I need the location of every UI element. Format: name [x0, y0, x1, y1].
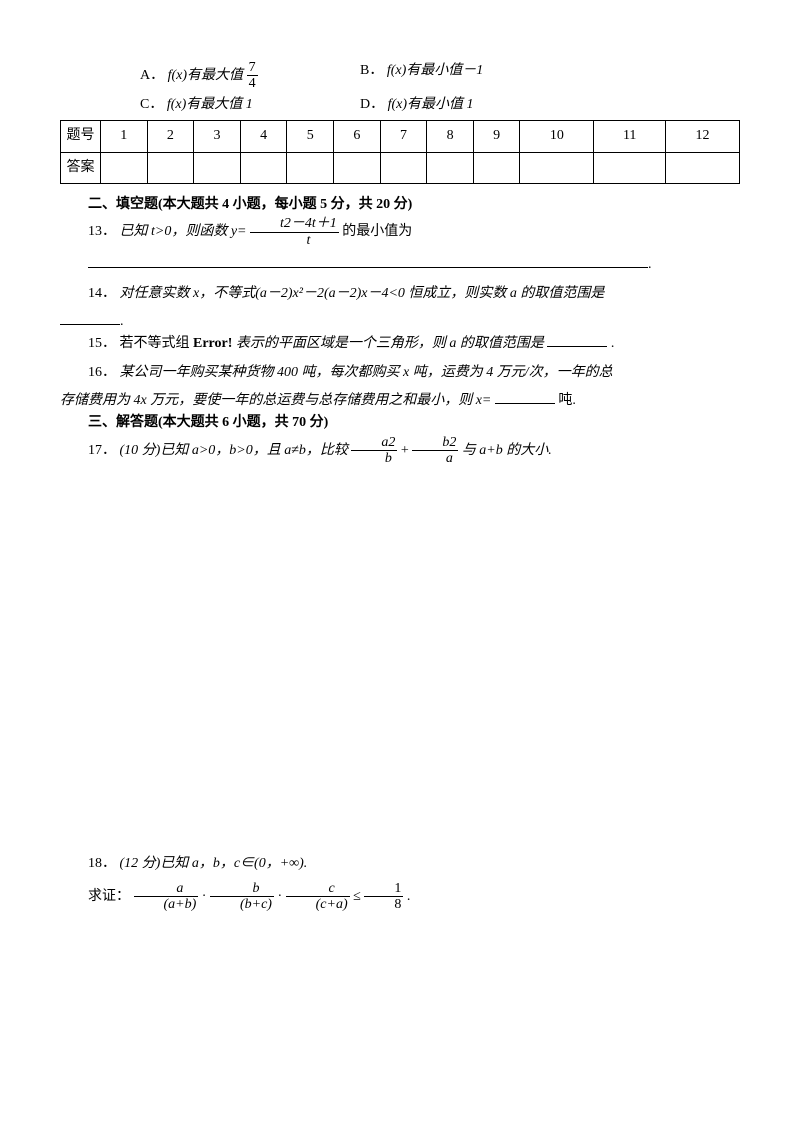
q18-frac2: b (b+c)	[210, 881, 274, 913]
blank-line	[60, 311, 120, 325]
q15-post: 表示的平面区域是一个三角形，则 a 的取值范围是	[236, 336, 544, 351]
q16-num: 16．	[88, 365, 116, 380]
period: .	[648, 257, 652, 272]
choice-a-label: A．	[140, 68, 164, 83]
col-header: 7	[380, 121, 427, 152]
choice-row-2: C． f(x)有最大值 1 D． f(x)有最小值 1	[140, 94, 740, 116]
table-row: 答案	[61, 152, 740, 183]
q16-end: 吨.	[558, 393, 576, 408]
dot: ·	[202, 889, 207, 904]
period: .	[407, 889, 411, 904]
choice-d-text: f(x)有最小值 1	[388, 97, 474, 112]
answer-table: 题号 1 2 3 4 5 6 7 8 9 10 11 12 答案	[60, 120, 740, 184]
q17-frac1: a2 b	[351, 435, 397, 467]
question-16-line1: 16． 某公司一年购买某种货物 400 吨，每次都购买 x 吨，运费为 4 万元…	[60, 362, 740, 384]
le-sign: ≤	[353, 889, 361, 904]
answer-cell	[473, 152, 520, 183]
question-14-blank: .	[60, 311, 740, 333]
section-2-title: 二、填空题(本大题共 4 小题，每小题 5 分，共 20 分)	[60, 194, 740, 216]
col-header: 3	[194, 121, 241, 152]
plus: +	[401, 443, 409, 458]
q18-pre: 求证：	[88, 889, 130, 904]
q13-pre: 已知 t>0，则函数 y=	[120, 224, 247, 239]
answer-cell	[594, 152, 666, 183]
question-18-line1: 18． (12 分)已知 a，b，c∈(0，+∞).	[60, 853, 740, 875]
col-header: 12	[666, 121, 740, 152]
col-header: 2	[147, 121, 194, 152]
q15-num: 15．	[88, 336, 116, 351]
q18-frac1: a (a+b)	[134, 881, 199, 913]
q13-post: 的最小值为	[342, 224, 412, 239]
q14-num: 14．	[88, 286, 116, 301]
answer-cell	[666, 152, 740, 183]
col-header: 9	[473, 121, 520, 152]
question-14: 14． 对任意实数 x，不等式(a－2)x²－2(a－2)x－4<0 恒成立，则…	[60, 283, 740, 305]
row-label: 题号	[61, 121, 101, 152]
q17-pre: (10 分)已知 a>0，b>0，且 a≠b，比较	[120, 443, 348, 458]
answer-cell	[101, 152, 148, 183]
period: .	[120, 314, 124, 329]
answer-cell	[147, 152, 194, 183]
blank-line	[547, 333, 607, 347]
q13-num: 13．	[88, 224, 116, 239]
table-row: 题号 1 2 3 4 5 6 7 8 9 10 11 12	[61, 121, 740, 152]
answer-cell	[380, 152, 427, 183]
q18-num: 18．	[88, 856, 116, 871]
choice-row-1: A． f(x)有最大值 7 4 B． f(x)有最小值－1	[140, 60, 740, 92]
workspace-gap	[60, 473, 740, 853]
choice-a-text: f(x)有最大值	[168, 68, 243, 83]
question-18-line2: 求证： a (a+b) · b (b+c) · c (c+a) ≤ 1 8 .	[60, 881, 740, 913]
answer-cell	[194, 152, 241, 183]
question-13: 13． 已知 t>0，则函数 y= t2－4t＋1 t 的最小值为	[60, 216, 740, 248]
col-header: 11	[594, 121, 666, 152]
question-13-blank: .	[60, 254, 740, 276]
choice-c-text: f(x)有最大值 1	[167, 97, 253, 112]
col-header: 10	[520, 121, 594, 152]
section-3-title: 三、解答题(本大题共 6 小题，共 70 分)	[60, 412, 740, 434]
q18-frac3: c (c+a)	[286, 881, 350, 913]
answer-cell	[427, 152, 474, 183]
question-17: 17． (10 分)已知 a>0，b>0，且 a≠b，比较 a2 b + b2 …	[60, 435, 740, 467]
q13-frac: t2－4t＋1 t	[250, 216, 339, 248]
choice-c-label: C．	[140, 97, 163, 112]
col-header: 1	[101, 121, 148, 152]
q18-line1: (12 分)已知 a，b，c∈(0，+∞).	[120, 856, 308, 871]
col-header: 8	[427, 121, 474, 152]
answer-cell	[334, 152, 381, 183]
q15-pre: 若不等式组	[120, 336, 190, 351]
choice-b-text: f(x)有最小值－1	[387, 63, 483, 78]
q16-line2: 存储费用为 4x 万元，要使一年的总运费与总存储费用之和最小，则 x=	[60, 393, 491, 408]
question-15: 15． 若不等式组 Error! 表示的平面区域是一个三角形，则 a 的取值范围…	[60, 333, 740, 355]
dot: ·	[277, 889, 282, 904]
answer-cell	[520, 152, 594, 183]
blank-line	[88, 254, 648, 268]
col-header: 4	[240, 121, 287, 152]
q17-frac2: b2 a	[412, 435, 458, 467]
row-label: 答案	[61, 152, 101, 183]
q14-text: 对任意实数 x，不等式(a－2)x²－2(a－2)x－4<0 恒成立，则实数 a…	[120, 286, 605, 301]
col-header: 5	[287, 121, 334, 152]
q16-line1: 某公司一年购买某种货物 400 吨，每次都购买 x 吨，运费为 4 万元/次，一…	[120, 365, 613, 380]
blank-line	[495, 390, 555, 404]
answer-cell	[287, 152, 334, 183]
choice-a-frac: 7 4	[247, 60, 258, 92]
q17-num: 17．	[88, 443, 116, 458]
choice-b-label: B．	[360, 63, 383, 78]
q18-frac4: 1 8	[364, 881, 403, 913]
q15-error: Error!	[193, 336, 232, 351]
choice-d-label: D．	[360, 97, 384, 112]
col-header: 6	[334, 121, 381, 152]
q17-post: 与 a+b 的大小.	[462, 443, 552, 458]
answer-cell	[240, 152, 287, 183]
question-16-line2: 存储费用为 4x 万元，要使一年的总运费与总存储费用之和最小，则 x= 吨.	[60, 390, 740, 412]
period: .	[611, 336, 615, 351]
